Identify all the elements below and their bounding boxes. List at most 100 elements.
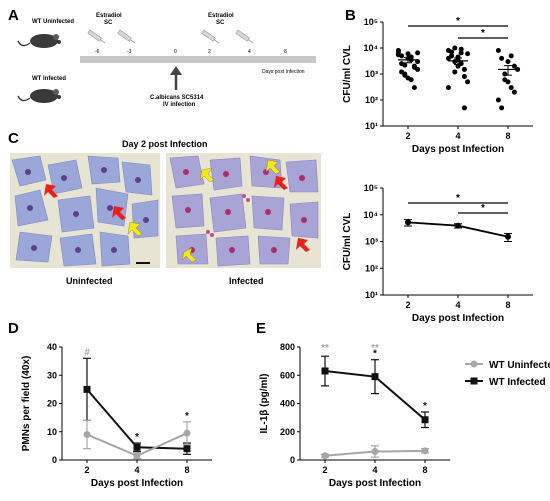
y-tick-label: 10¹ bbox=[365, 290, 378, 300]
data-point bbox=[183, 429, 191, 437]
x-axis-label: Days post Infection bbox=[412, 144, 504, 155]
data-point bbox=[502, 71, 508, 77]
data-point bbox=[408, 54, 414, 60]
estradiol-label-2b: SC bbox=[216, 20, 225, 26]
significance-marker: * bbox=[373, 349, 377, 360]
x-tick-label: 2 bbox=[405, 300, 410, 310]
x-tick-label: 8 bbox=[505, 300, 510, 310]
syringe-icon bbox=[201, 29, 220, 44]
y-tick-label: 10² bbox=[365, 95, 378, 105]
yellow-arrow-icon bbox=[181, 159, 281, 263]
data-point bbox=[508, 85, 514, 91]
data-point bbox=[461, 105, 467, 111]
data-point bbox=[455, 222, 461, 229]
data-point bbox=[495, 97, 501, 103]
mouse-uninfected-icon bbox=[17, 34, 61, 48]
x-tick-label: 8 bbox=[505, 131, 510, 141]
data-point bbox=[449, 49, 455, 55]
panel-label: B bbox=[345, 7, 356, 24]
data-point bbox=[321, 367, 329, 375]
infection-label-2: IV infection bbox=[163, 102, 196, 108]
panel-label: E bbox=[256, 320, 266, 337]
timeline-tick: 4 bbox=[248, 49, 251, 55]
timeline-axis-label: Days post Infection bbox=[262, 69, 305, 75]
x-tick-label: 2 bbox=[322, 465, 327, 475]
data-point bbox=[83, 431, 91, 439]
estradiol-label-1: Estradiol bbox=[96, 13, 122, 19]
y-tick-label: 10² bbox=[365, 263, 378, 273]
y-tick-label: 10 bbox=[47, 427, 57, 437]
x-tick-label: 2 bbox=[84, 465, 89, 475]
y-tick-label: 10¹ bbox=[365, 121, 378, 131]
data-point bbox=[371, 373, 379, 381]
x-axis-label: Days post Infection bbox=[329, 478, 421, 489]
data-point bbox=[421, 416, 429, 424]
data-point bbox=[458, 61, 464, 67]
y-tick-label: 10⁴ bbox=[364, 210, 378, 220]
y-axis-label: CFU/ml CVL bbox=[342, 213, 353, 271]
y-tick-label: 10⁴ bbox=[364, 43, 378, 53]
y-tick-label: 20 bbox=[47, 399, 57, 409]
data-point bbox=[461, 66, 467, 72]
legend-marker bbox=[470, 360, 478, 368]
timeline-tick: 0 bbox=[174, 49, 177, 55]
data-point bbox=[445, 85, 451, 91]
data-point bbox=[399, 69, 405, 75]
x-tick-label: 4 bbox=[455, 131, 460, 141]
data-point bbox=[133, 443, 141, 451]
timeline-tick: 8 bbox=[284, 49, 287, 55]
data-point bbox=[405, 219, 411, 226]
panel-c: C Day 2 post Infection bbox=[8, 130, 321, 286]
significance-marker: ** bbox=[371, 343, 379, 354]
syringe-icon bbox=[235, 29, 254, 44]
micrograph-title: Day 2 post Infection bbox=[122, 139, 208, 149]
significance-star: * bbox=[481, 28, 485, 39]
x-tick-label: 4 bbox=[455, 300, 460, 310]
syringe-icon bbox=[87, 29, 106, 44]
x-tick-label: 8 bbox=[422, 465, 427, 475]
data-point bbox=[452, 69, 458, 75]
data-point bbox=[505, 59, 511, 65]
panel-a-label: A bbox=[8, 7, 19, 24]
significance-star: * bbox=[456, 16, 460, 27]
data-point bbox=[411, 64, 417, 70]
y-axis-label: IL-1β (pg/ml) bbox=[259, 374, 270, 434]
data-point bbox=[133, 452, 141, 460]
significance-marker: * bbox=[135, 432, 139, 443]
timeline-ticks: -6 -3 0 2 4 8 bbox=[95, 49, 287, 55]
micrograph-uninfected bbox=[10, 153, 160, 268]
x-tick-label: 4 bbox=[372, 465, 377, 475]
y-tick-label: 800 bbox=[280, 342, 295, 352]
group-uninfected-label: WT Uninfected bbox=[32, 19, 74, 25]
panel-a: A WT Uninfected WT Infected bbox=[8, 7, 316, 108]
group-infected-label: WT Infected bbox=[32, 76, 66, 82]
data-point bbox=[371, 448, 379, 456]
data-point bbox=[183, 445, 191, 453]
y-tick-label: 10⁵ bbox=[364, 17, 378, 27]
legend-marker bbox=[470, 377, 478, 385]
significance-marker: ** bbox=[321, 343, 329, 354]
data-point bbox=[502, 77, 508, 83]
data-point bbox=[499, 55, 505, 61]
data-point bbox=[405, 75, 411, 81]
infection-label-1: C.albicans SC5314 bbox=[150, 95, 204, 101]
y-tick-label: 0 bbox=[290, 455, 295, 465]
data-point bbox=[458, 46, 464, 52]
timeline-bar bbox=[80, 56, 316, 63]
panel-c-label: C bbox=[8, 130, 19, 147]
y-tick-label: 30 bbox=[47, 370, 57, 380]
data-point bbox=[405, 51, 411, 57]
y-tick-label: 400 bbox=[280, 399, 295, 409]
data-point bbox=[411, 85, 417, 91]
micrograph-caption-infected: Infected bbox=[229, 276, 264, 286]
data-point bbox=[395, 48, 401, 54]
data-point bbox=[499, 105, 505, 111]
panel-label: D bbox=[8, 320, 19, 337]
data-point bbox=[83, 385, 91, 393]
data-point bbox=[421, 447, 429, 455]
data-point bbox=[505, 233, 511, 240]
